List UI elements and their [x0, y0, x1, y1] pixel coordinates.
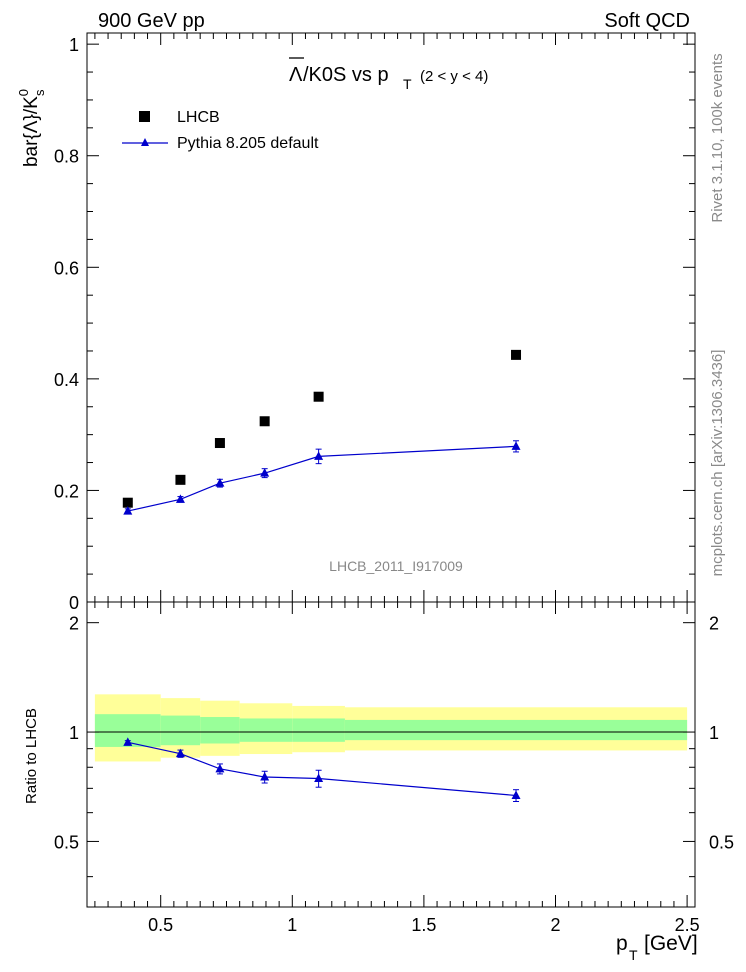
pythia-data-point — [314, 451, 324, 460]
main-panel: 0 0.2 0.4 0.6 0.8 1 — [54, 32, 696, 613]
y-tick-label: 0.2 — [54, 481, 79, 501]
ratio-ylabel: Ratio to LHCB — [23, 708, 40, 804]
y-tick-label: 0.4 — [54, 370, 79, 390]
ratio-pythia-line — [127, 741, 517, 797]
y-tick-label: 1 — [69, 35, 79, 55]
plot-title: Λ /K0S vs p T (2 < y < 4) — [289, 57, 488, 92]
y-tick-label: 0 — [69, 593, 79, 613]
main-ylabel-text: bar{Λ}/K0s — [16, 89, 47, 167]
ratio-band-green — [344, 719, 688, 741]
ratio-y-tick-label: 1 — [69, 723, 79, 743]
lhcb-data-point — [175, 474, 186, 485]
ratio-y-tick-label: 2 — [69, 614, 79, 634]
legend-pythia-marker — [141, 138, 149, 146]
x-tick-label: 0.5 — [148, 915, 173, 935]
pythia-data-point — [511, 441, 521, 450]
y-tick-label: 0.8 — [54, 147, 79, 167]
analysis-watermark: LHCB_2011_I917009 — [329, 558, 463, 574]
lhcb-data-point — [122, 497, 133, 508]
ratio-y-tick-label-right: 1 — [709, 723, 719, 743]
rivet-version-label: Rivet 3.1.10, 100k events — [709, 53, 726, 222]
ratio-data-point — [314, 773, 324, 783]
legend: LHCB Pythia 8.205 default — [122, 109, 319, 152]
title-symbol: Λ — [289, 64, 303, 86]
ratio-y-tick-label-right: 0.5 — [709, 832, 734, 852]
ratio-data-point — [215, 763, 225, 773]
pythia-data-point — [175, 494, 185, 503]
legend-pythia-label: Pythia 8.205 default — [177, 135, 319, 152]
lhcb-data-point — [259, 416, 270, 427]
x-tick-label: 2.5 — [675, 915, 700, 935]
ratio-data-point — [260, 772, 270, 781]
ratio-band-green — [200, 717, 240, 744]
lhcb-data-point — [511, 349, 522, 360]
main-ylabel: bar{Λ}/K0s — [16, 89, 47, 167]
x-tick-label: 1.5 — [411, 915, 436, 935]
mcplots-source-label: mcplots.cern.ch [arXiv:1306.3436] — [709, 350, 726, 577]
pythia-data-point — [215, 478, 225, 487]
ratio-panel: 0.5 1 1.5 2 2.5 0.5 0.5 1 1 2 2 — [54, 601, 734, 935]
lhcb-data-point — [313, 391, 324, 402]
legend-lhcb-label: LHCB — [177, 109, 220, 126]
ratio-band-green — [292, 718, 345, 742]
title-range: (2 < y < 4) — [420, 68, 488, 85]
title-subscript: T — [403, 76, 412, 92]
lhcb-data-point — [214, 438, 225, 449]
x-tick-label: 1 — [287, 915, 297, 935]
xlabel-sub: T — [629, 947, 638, 963]
header-left: 900 GeV pp — [98, 10, 205, 32]
ratio-data-point — [175, 748, 185, 758]
pythia-line — [127, 445, 517, 512]
y-tick-label: 0.6 — [54, 258, 79, 278]
main-ylabel-sub: s — [32, 89, 47, 96]
xlabel-main: p — [616, 932, 628, 955]
ratio-band-green — [239, 718, 293, 742]
x-tick-label: 2 — [550, 915, 560, 935]
xlabel-unit: [GeV] — [644, 932, 698, 955]
header-right: Soft QCD — [604, 10, 690, 32]
ratio-data-point — [123, 737, 133, 746]
ratio-plot-frame — [86, 601, 696, 908]
ratio-band-green — [160, 715, 201, 746]
main-ylabel-base: bar{Λ}/K — [21, 96, 42, 167]
x-axis-label: p T [GeV] — [616, 932, 698, 963]
ratio-y-tick-label: 0.5 — [54, 832, 79, 852]
ratio-data-point — [511, 790, 521, 799]
legend-lhcb-marker — [139, 111, 150, 122]
pythia-data-point — [123, 506, 133, 515]
ratio-y-tick-label-right: 2 — [709, 614, 719, 634]
main-ylabel-sup: 0 — [16, 89, 31, 96]
pythia-data-point — [260, 468, 270, 477]
title-main: /K0S vs p — [303, 64, 389, 86]
